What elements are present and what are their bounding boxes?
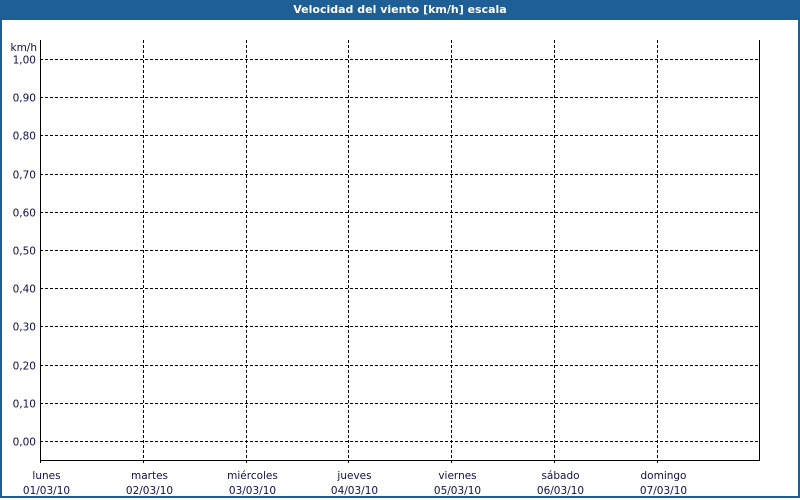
y-tick-label: 0,30	[13, 322, 36, 334]
y-tick-label: 0,20	[13, 361, 36, 373]
x-tick-day: viernes	[438, 470, 476, 482]
x-tick-date: 02/03/10	[126, 485, 173, 497]
y-tick-label: 0,10	[13, 399, 36, 411]
y-tick-label: 0,60	[13, 208, 36, 220]
y-tick-label: 0,50	[13, 246, 36, 258]
x-tick-date: 06/03/10	[537, 485, 584, 497]
y-tick-label: 0,40	[13, 284, 36, 296]
x-tick-day: sábado	[541, 470, 579, 482]
x-tick-date: 07/03/10	[640, 485, 687, 497]
x-tick-day: lunes	[32, 470, 60, 482]
x-tick-day: miércoles	[227, 470, 278, 482]
y-tick-label: 0,00	[13, 437, 36, 449]
x-tick-date: 05/03/10	[434, 485, 481, 497]
y-axis-label: km/h	[10, 42, 37, 54]
x-tick-day: martes	[131, 470, 168, 482]
x-tick-day: jueves	[336, 470, 371, 482]
x-tick-day: domingo	[641, 470, 687, 482]
y-tick-label: 0,70	[13, 170, 36, 182]
x-tick-date: 03/03/10	[229, 485, 276, 497]
x-tick-date: 04/03/10	[331, 485, 378, 497]
y-tick-label: 0,80	[13, 131, 36, 143]
y-tick-label: 0,90	[13, 93, 36, 105]
x-tick-date: 01/03/10	[23, 485, 70, 497]
y-tick-label: 1,00	[13, 55, 36, 67]
chart-title: Velocidad del viento [km/h] escala	[0, 0, 800, 20]
